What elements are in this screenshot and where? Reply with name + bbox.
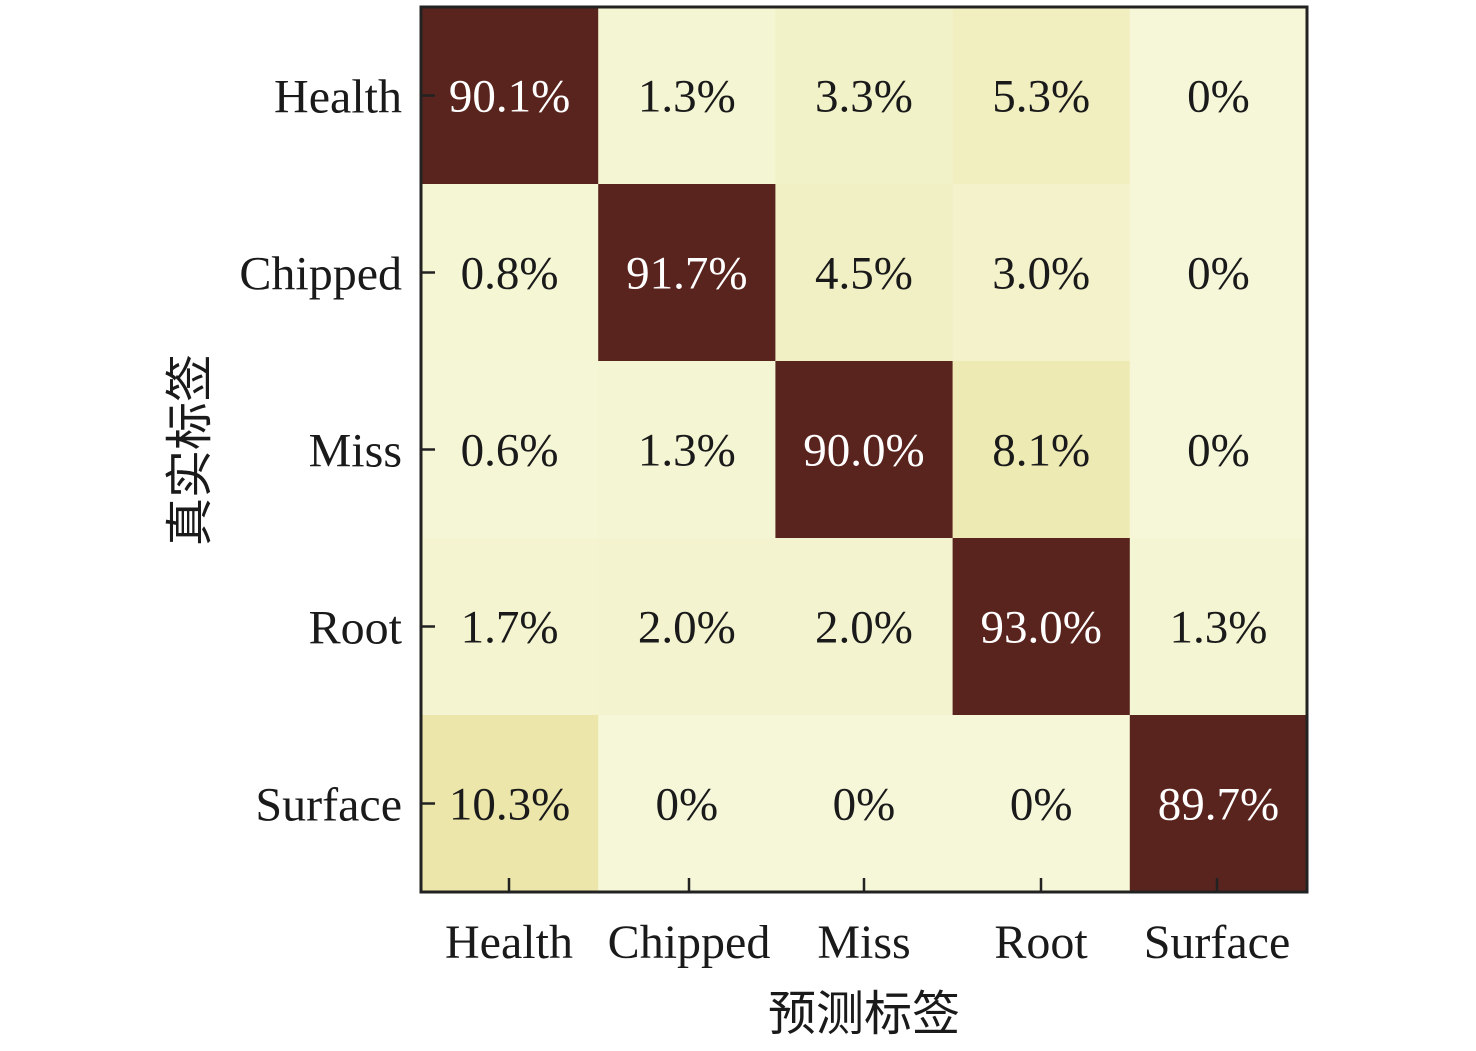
cell-value-label: 0.6% [461,425,559,477]
heatmap-cell [598,361,776,539]
cell-value-label: 8.1% [992,425,1090,477]
cell-value-label: 1.3% [1169,602,1267,654]
heatmap-cell [952,7,1131,185]
heatmap-cell [421,361,599,539]
heatmap-cell [598,7,776,185]
cell-value-label: 2.0% [638,602,736,654]
heatmap-cell [952,538,1131,716]
y-tick-label: Health [274,71,402,124]
y-tick-label: Root [309,602,403,655]
heatmap-cell [421,715,599,893]
y-tick-label: Surface [255,779,402,832]
cell-value-label: 0% [1187,71,1250,123]
heatmap-cell [775,538,954,716]
cell-value-label: 1.3% [638,71,736,123]
cell-value-label: 4.5% [815,248,913,300]
x-tick-label: Root [994,916,1088,969]
cell-value-label: 0% [1187,248,1250,300]
cell-value-label: 3.3% [815,71,913,123]
cell-value-label: 1.3% [638,425,736,477]
heatmap-cell [952,361,1131,539]
heatmap-cell [1129,7,1308,185]
heatmap-cell [598,715,776,893]
cell-value-label: 2.0% [815,602,913,654]
cell-value-label: 3.0% [992,248,1090,300]
x-tick-label: Miss [817,916,910,969]
cell-value-label: 0% [1010,779,1073,831]
y-tick-label: Chipped [239,248,402,301]
heatmap-cell [775,715,954,893]
heatmap-cell [775,7,954,185]
heatmap-cell [421,538,599,716]
y-axis-label: 真实标签 [164,354,217,546]
cell-value-label: 5.3% [992,71,1090,123]
cell-value-label: 0% [655,779,718,831]
cell-value-label: 0% [1187,425,1250,477]
cell-value-label: 0% [833,779,896,831]
x-tick-label: Chipped [608,916,771,969]
cell-value-label: 89.7% [1158,779,1279,831]
heatmap-cell [598,184,776,362]
cell-value-label: 91.7% [626,248,747,300]
cell-value-label: 1.7% [461,602,559,654]
heatmap-cell [952,715,1131,893]
heatmap-cell [1129,184,1308,362]
heatmap-cells: 90.1% 1.3% 3.3% 5.3% 0% 0.8% 91.7% 4.5% 3.0% 0% 0.… [421,7,1308,893]
heatmap-cell [952,184,1131,362]
heatmap-cell [598,538,776,716]
cell-value-label: 0.8% [461,248,559,300]
heatmap-cell [1129,361,1308,539]
x-tick-label: Health [445,916,573,969]
axis-ticks: Health Chipped Miss Root Surface Health Chippe… [239,71,1290,970]
heatmap-cell [1129,538,1308,716]
cell-value-label: 90.0% [803,425,924,477]
x-tick-label: Surface [1144,916,1291,969]
cell-value-label: 93.0% [980,602,1101,654]
heatmap-cell [1129,715,1308,893]
heatmap-cell [775,361,954,539]
cell-value-label: 10.3% [449,779,570,831]
x-axis-label: 预测标签 [768,988,960,1041]
heatmap-cell [421,184,599,362]
cell-value-label: 90.1% [449,71,570,123]
heatmap-cell [421,7,599,185]
heatmap-cell [775,184,954,362]
y-tick-label: Miss [309,425,402,478]
